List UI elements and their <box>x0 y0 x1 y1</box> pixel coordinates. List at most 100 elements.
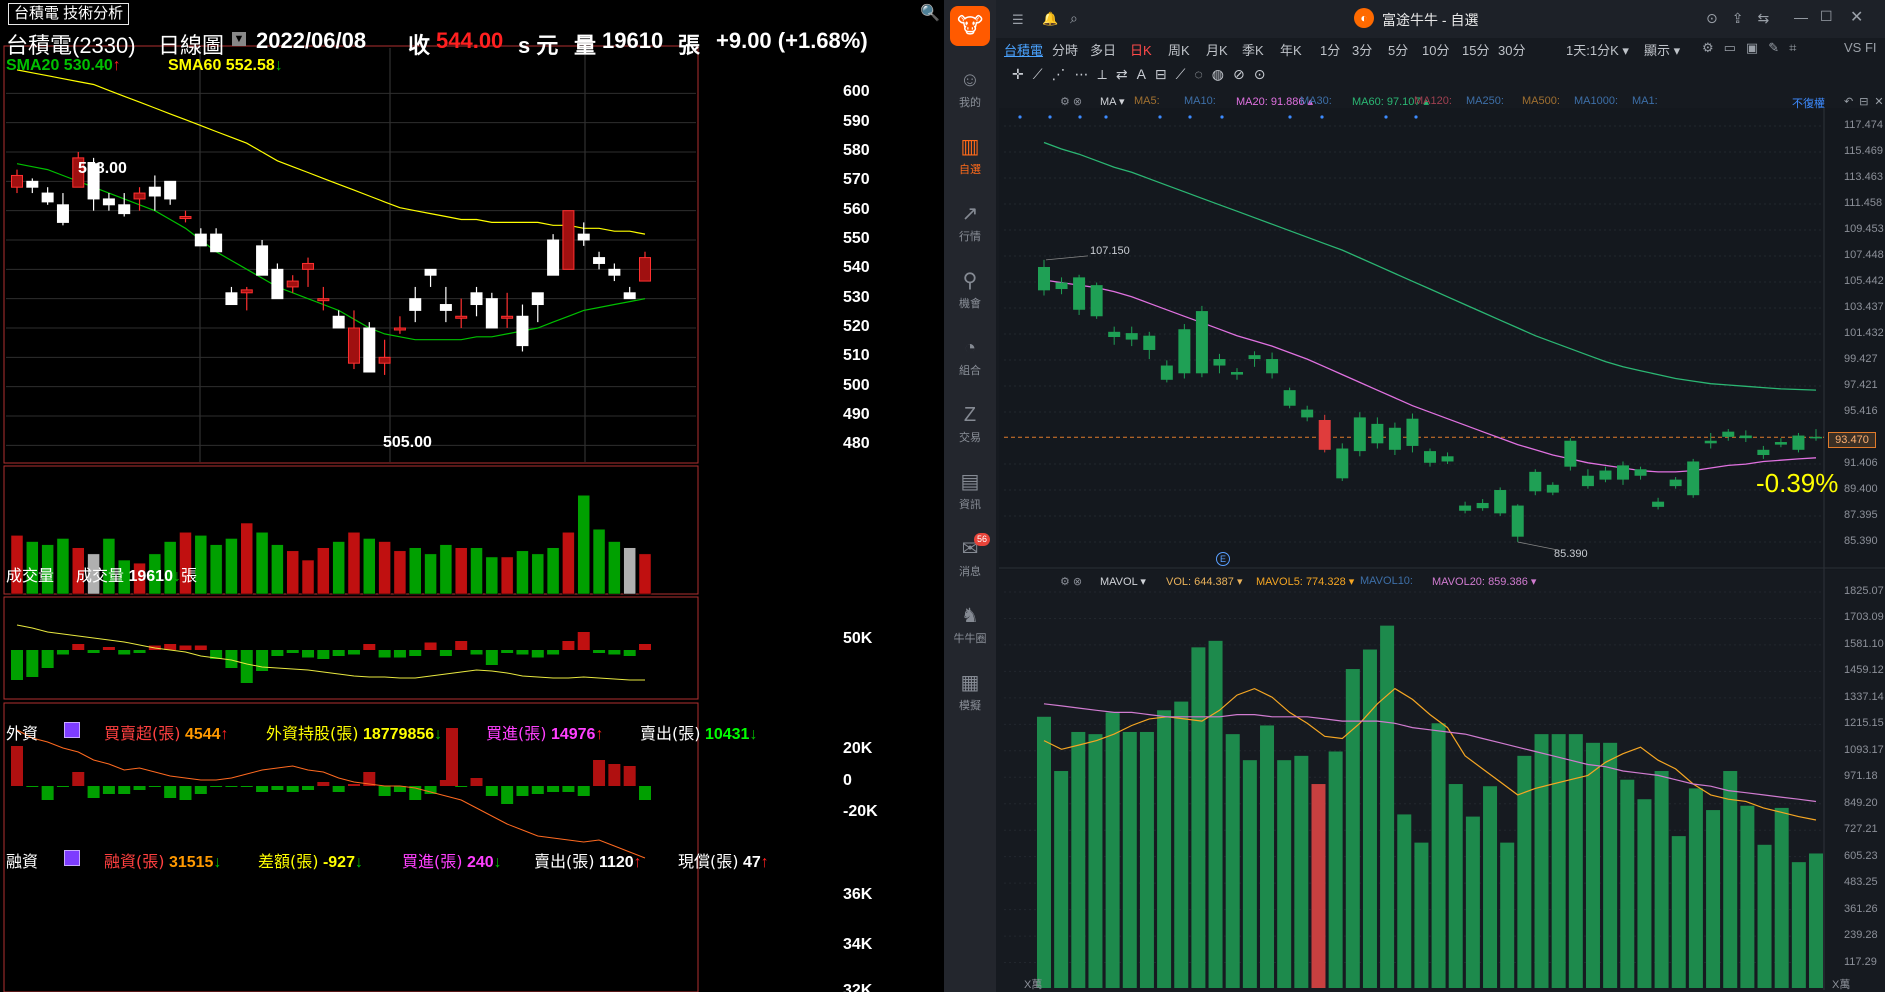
price-axis-tick: 480 <box>843 435 870 453</box>
ma-legend-item[interactable]: MA30: <box>1300 95 1332 107</box>
ma-legend-item[interactable]: MA250: <box>1466 95 1504 107</box>
volume-bar <box>1071 731 1086 988</box>
tab-1[interactable]: 分時 <box>1052 43 1079 58</box>
minimize-icon[interactable]: — <box>1794 9 1808 25</box>
margin-bar <box>347 784 360 786</box>
candle-body <box>1231 372 1243 375</box>
ma-legend-item[interactable]: MA5: <box>1134 95 1160 107</box>
sidebar-item-community[interactable]: ♞ 牛牛圈 <box>944 604 996 646</box>
close-unit: s 元 <box>518 33 559 58</box>
price-axis-tick: 560 <box>843 200 870 218</box>
volume-bar <box>1620 779 1635 988</box>
close-icon[interactable]: ✕ <box>1850 9 1864 26</box>
title-tab[interactable]: 台積電 技術分析 <box>8 3 130 25</box>
ma-legend-value: 91.886 ▴ <box>1267 96 1314 108</box>
foreign-net-bar <box>393 650 406 658</box>
volume-bar <box>439 544 453 595</box>
sidebar-item-watchlist[interactable]: ▥ 自選 <box>944 135 996 177</box>
price-axis-tick: 99.427 <box>1844 352 1878 365</box>
chart-tool-icons[interactable]: ⚙▭▣✎⌗ <box>1702 40 1807 55</box>
margin-bar <box>639 786 651 800</box>
margin-menu-icon[interactable] <box>64 850 80 869</box>
mavol-indicator-label[interactable]: MAVOL ▾ <box>1100 576 1146 588</box>
ma-legend-item[interactable]: MA1: <box>1632 95 1658 107</box>
ma-legend-item[interactable]: MA60: 97.107 ▴ <box>1352 95 1429 108</box>
tab-11[interactable]: 10分 <box>1422 43 1450 58</box>
price-axis-tick: 89.400 <box>1844 483 1878 495</box>
volume-axis-tick: 727.21 <box>1844 823 1878 836</box>
tab-9[interactable]: 3分 <box>1352 43 1373 58</box>
vol-settings-icons[interactable]: ⚙⊗ <box>1060 576 1086 588</box>
foreign-net: 買賣超(張) 4544↑ <box>104 724 229 743</box>
menu-icon[interactable]: ☰ <box>1012 12 1024 27</box>
candle-body <box>1266 359 1279 374</box>
tab-3[interactable]: 日K <box>1130 43 1152 58</box>
tab-7[interactable]: 年K <box>1280 43 1302 58</box>
volume-bar <box>225 538 238 595</box>
adjust-toggle[interactable]: 不復權 <box>1792 98 1825 110</box>
timeframe-dropdown[interactable]: 1天:1分K ▾ <box>1566 43 1629 58</box>
display-menu[interactable]: 顯示 ▾ <box>1644 43 1681 58</box>
bell-icon[interactable]: 🔔 <box>1042 11 1059 26</box>
tab-12[interactable]: 15分 <box>1462 43 1490 58</box>
foreign-menu-icon[interactable] <box>64 722 80 741</box>
tab-5[interactable]: 月K <box>1206 43 1228 58</box>
volume-bar <box>148 553 162 595</box>
margin-bar <box>363 772 376 786</box>
header-date: 2022/06/08 <box>256 28 367 53</box>
sidebar-item-simulate[interactable]: ▦ 模擬 <box>944 671 996 713</box>
ma-settings-icons[interactable]: ⚙⊗ <box>1060 96 1086 108</box>
tab-13[interactable]: 30分 <box>1498 43 1526 58</box>
sidebar-item-message[interactable]: ✉ 消息 56 <box>944 533 996 579</box>
sidebar-item-news[interactable]: ▤ 資訊 <box>944 470 996 512</box>
foreign-net-bar <box>256 650 269 671</box>
volume-bar <box>378 541 391 595</box>
sidebar-item-person[interactable]: ☺ 我的 <box>944 68 996 110</box>
volume-axis-tick: 483.25 <box>1844 876 1878 889</box>
ma-legend-item[interactable]: MA1000: <box>1574 95 1618 107</box>
foreign-panel-frame <box>3 596 699 700</box>
panel-control-icons[interactable]: ↶⊟✕ <box>1844 96 1884 108</box>
foreign-buy: 買進(張) 14976↑ <box>486 724 604 743</box>
tab-6[interactable]: 季K <box>1242 43 1264 58</box>
candle-body <box>485 298 498 329</box>
dropdown-icon[interactable]: ▼ <box>232 32 246 46</box>
drawing-toolbar-icons[interactable]: ✛⟋⋰⋯⟂⇄A⊟⟋◌◍⊘⊙ <box>1012 66 1275 82</box>
sidebar-item-portfolio[interactable]: ◔ 組合 <box>944 336 996 378</box>
window-tools-icons[interactable]: ⊙⇪⇆ <box>1706 10 1784 26</box>
candle-body <box>102 198 115 206</box>
sidebar-item-label: 牛牛圈 <box>953 633 987 645</box>
volume-axis-tick: 1703.09 <box>1844 611 1884 624</box>
sidebar-item-trade[interactable]: Z 交易 <box>944 403 996 445</box>
sidebar-item-market[interactable]: ↗ 行情 <box>944 202 996 244</box>
ma-legend-item[interactable]: MA500: <box>1522 95 1560 107</box>
sidebar-item-opportunity[interactable]: ⚲ 機會 <box>944 269 996 311</box>
high-marker-line <box>1045 255 1089 261</box>
price-axis-tick: 115.469 <box>1844 144 1883 157</box>
search-icon[interactable]: ⌕ <box>1070 10 1078 26</box>
tab-2[interactable]: 多日 <box>1090 43 1117 58</box>
candle-body <box>1652 501 1665 507</box>
foreign-net-bar <box>531 650 544 658</box>
volume-bar <box>286 550 299 595</box>
maximize-icon[interactable]: ☐ <box>1820 8 1833 24</box>
vs-compare[interactable]: VS FI <box>1844 40 1877 55</box>
tab-8[interactable]: 1分 <box>1320 43 1341 58</box>
foreign-net-bar <box>72 644 85 650</box>
app-logo-icon[interactable]: 🐮 <box>950 6 990 46</box>
left-sidebar <box>944 0 996 992</box>
tab-4[interactable]: 周K <box>1168 43 1190 58</box>
foreign-net-bar <box>179 645 192 650</box>
price-low-label: 505.00 <box>383 434 432 451</box>
candle-body <box>87 163 100 200</box>
candle-body <box>1108 331 1121 338</box>
ma-legend-item[interactable]: MA10: <box>1184 95 1216 107</box>
ma-indicator-label[interactable]: MA ▾ <box>1100 96 1125 108</box>
margin-bar <box>577 786 590 796</box>
zoom-icon[interactable]: 🔍 <box>920 5 940 22</box>
ma-legend-item[interactable]: MA20: 91.886 ▴ <box>1236 95 1313 108</box>
tab-0[interactable]: 台積電 <box>1004 43 1044 58</box>
tab-10[interactable]: 5分 <box>1388 43 1409 58</box>
event-marker-icon[interactable]: E <box>1216 552 1230 566</box>
ma-legend-item[interactable]: MA120: <box>1414 95 1452 107</box>
